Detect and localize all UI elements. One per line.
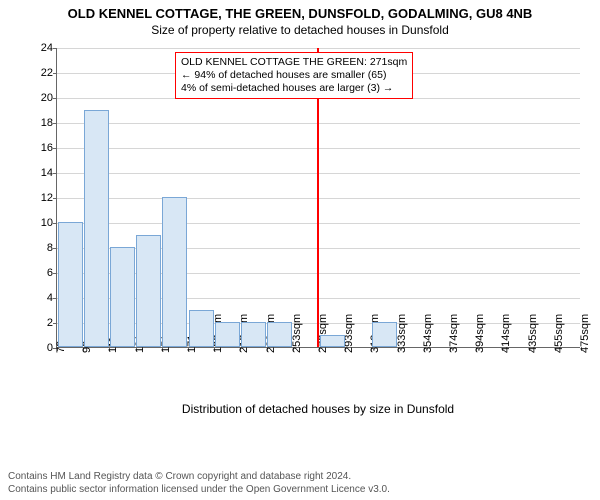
histogram-bar — [189, 310, 214, 348]
y-tick-label: 2 — [27, 317, 53, 329]
x-tick-label: 394sqm — [474, 314, 486, 353]
histogram-bar — [84, 110, 109, 348]
chart-subtitle: Size of property relative to detached ho… — [0, 21, 600, 41]
histogram-bar — [58, 222, 83, 347]
x-tick-label: 455sqm — [553, 314, 565, 353]
y-tick-label: 6 — [27, 267, 53, 279]
footer-line1: Contains HM Land Registry data © Crown c… — [8, 471, 592, 484]
marker-annotation: OLD KENNEL COTTAGE THE GREEN: 271sqm ← 9… — [175, 52, 413, 99]
y-tick-mark — [53, 123, 57, 124]
annotation-line3: 4% of semi-detached houses are larger (3… — [181, 82, 407, 95]
y-tick-mark — [53, 248, 57, 249]
x-tick-label: 475sqm — [579, 314, 591, 353]
y-tick-label: 14 — [27, 167, 53, 179]
y-tick-label: 18 — [27, 117, 53, 129]
y-tick-label: 4 — [27, 292, 53, 304]
histogram-bar — [267, 322, 292, 347]
histogram-bar — [241, 322, 266, 347]
plot-area: 02468101214161820222470sqm90sqm111sqm131… — [56, 48, 580, 348]
y-tick-label: 22 — [27, 67, 53, 79]
annotation-line2: ← 94% of detached houses are smaller (65… — [181, 69, 407, 82]
y-tick-mark — [53, 48, 57, 49]
y-tick-mark — [53, 198, 57, 199]
x-tick-label: 333sqm — [396, 314, 408, 353]
y-tick-mark — [53, 73, 57, 74]
y-tick-label: 0 — [27, 342, 53, 354]
chart-title: OLD KENNEL COTTAGE, THE GREEN, DUNSFOLD,… — [0, 0, 600, 21]
x-tick-label: 253sqm — [291, 314, 303, 353]
x-tick-label: 414sqm — [500, 314, 512, 353]
annotation-line1: OLD KENNEL COTTAGE THE GREEN: 271sqm — [181, 56, 407, 69]
y-tick-label: 20 — [27, 92, 53, 104]
y-tick-label: 24 — [27, 42, 53, 54]
histogram-bar — [162, 197, 187, 347]
histogram-bar — [110, 247, 135, 347]
x-tick-label: 374sqm — [448, 314, 460, 353]
y-tick-label: 10 — [27, 217, 53, 229]
footer: Contains HM Land Registry data © Crown c… — [8, 471, 592, 496]
y-tick-label: 16 — [27, 142, 53, 154]
x-tick-label: 293sqm — [343, 314, 355, 353]
y-tick-mark — [53, 98, 57, 99]
x-tick-label: 435sqm — [527, 314, 539, 353]
histogram-bar — [372, 322, 397, 347]
y-tick-mark — [53, 273, 57, 274]
y-tick-label: 8 — [27, 242, 53, 254]
x-axis-label: Distribution of detached houses by size … — [56, 402, 580, 416]
footer-line2: Contains public sector information licen… — [8, 484, 592, 497]
histogram-bar — [136, 235, 161, 348]
y-tick-mark — [53, 223, 57, 224]
chart-area: Number of detached properties 0246810121… — [0, 42, 600, 422]
histogram-bar — [320, 335, 345, 348]
histogram-bar — [215, 322, 240, 347]
y-tick-mark — [53, 173, 57, 174]
x-tick-label: 354sqm — [422, 314, 434, 353]
y-tick-label: 12 — [27, 192, 53, 204]
y-tick-mark — [53, 148, 57, 149]
y-tick-mark — [53, 298, 57, 299]
